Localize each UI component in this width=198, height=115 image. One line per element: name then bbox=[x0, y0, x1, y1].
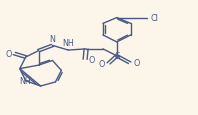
Text: NH: NH bbox=[19, 77, 31, 86]
Text: Cl: Cl bbox=[150, 14, 158, 23]
Text: N: N bbox=[50, 34, 55, 43]
Text: O: O bbox=[89, 55, 95, 64]
Text: O: O bbox=[133, 59, 140, 68]
Text: O: O bbox=[99, 59, 105, 68]
Text: S: S bbox=[114, 52, 120, 61]
Text: O: O bbox=[6, 50, 12, 59]
Text: NH: NH bbox=[62, 39, 74, 48]
